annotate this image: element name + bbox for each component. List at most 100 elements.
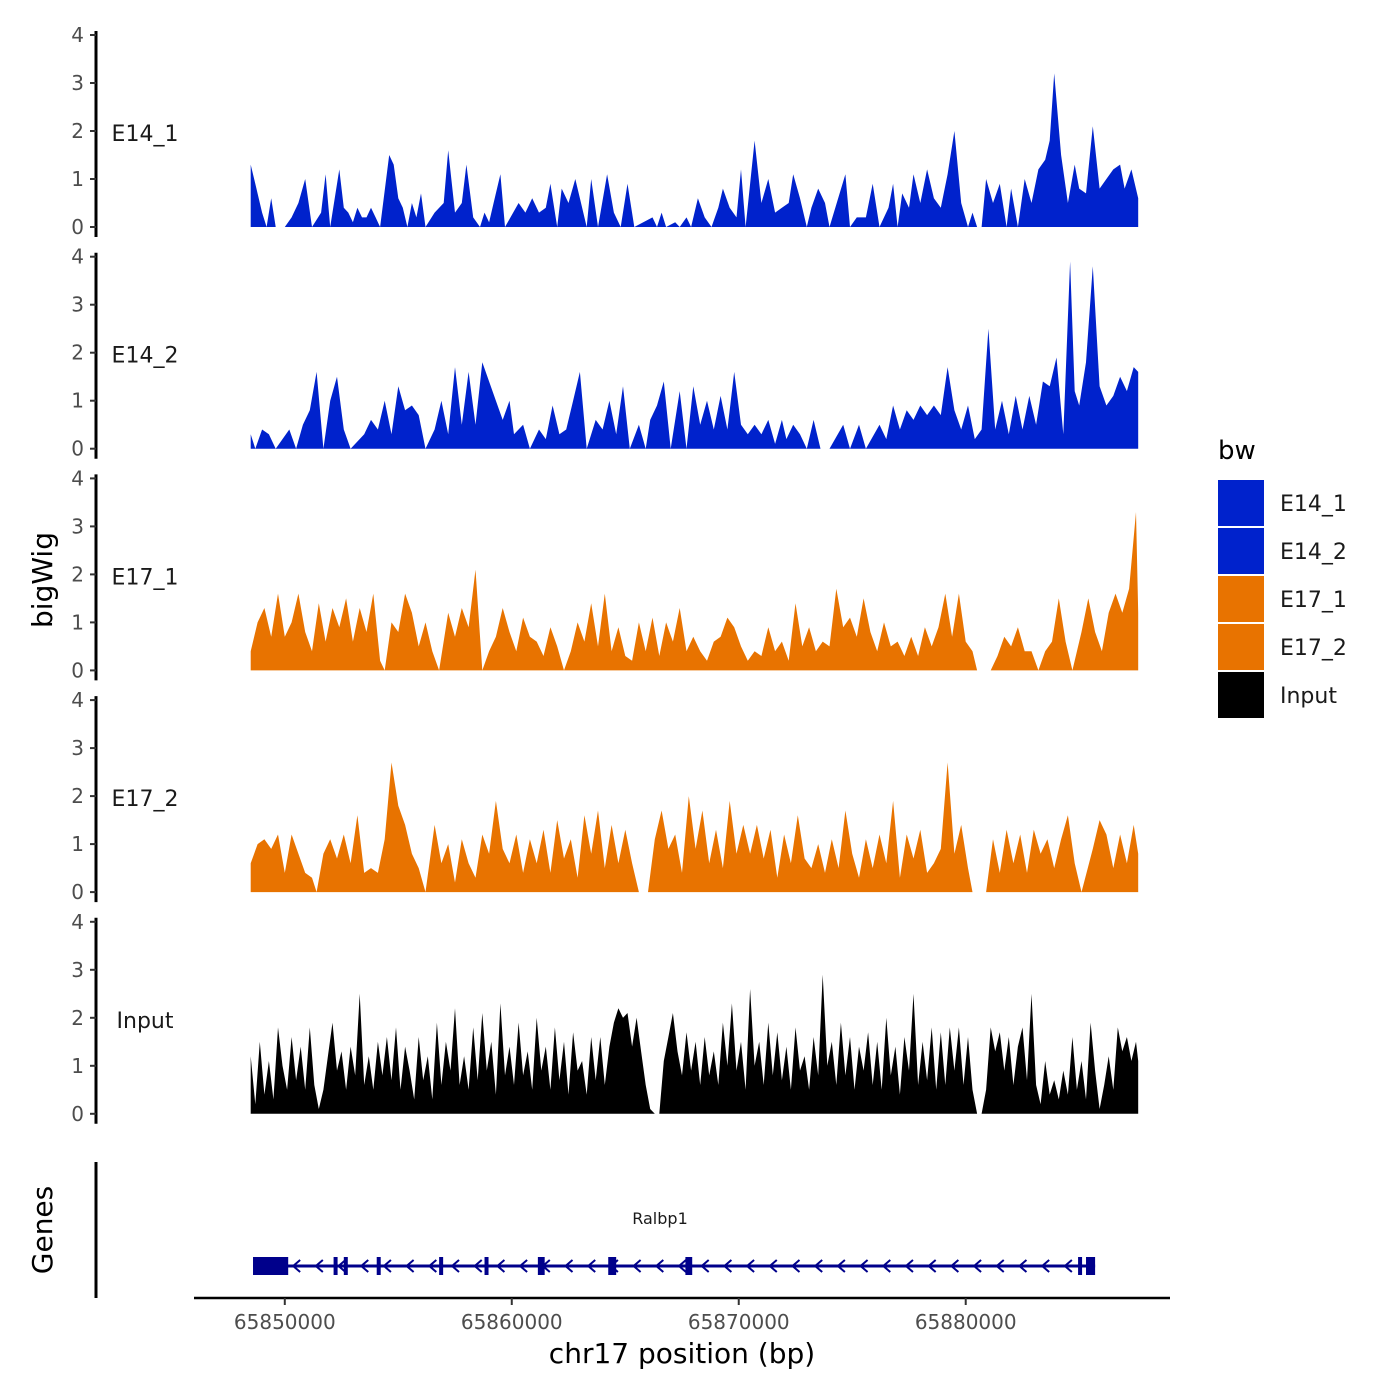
- y-tick-label: 1: [71, 610, 84, 634]
- gene-exon: [1078, 1257, 1083, 1275]
- legend-title: bw: [1218, 436, 1256, 466]
- strand-arrow: [1063, 1259, 1073, 1273]
- gene-exon: [608, 1257, 617, 1275]
- y-tick-label: 4: [71, 688, 84, 712]
- strand-arrow: [745, 1259, 755, 1273]
- coverage-area-input: [250, 974, 1139, 1114]
- x-tick-label: 65860000: [461, 1310, 563, 1334]
- y-tick-label: 4: [71, 245, 84, 269]
- gene-exon: [484, 1257, 489, 1275]
- strand-arrow: [813, 1259, 823, 1273]
- x-tick-label: 65880000: [915, 1310, 1017, 1334]
- strand-arrow: [654, 1259, 664, 1273]
- strand-arrow: [586, 1259, 596, 1273]
- y-tick-label: 1: [71, 167, 84, 191]
- x-axis: 65850000 65860000 65870000 65880000: [194, 1296, 1170, 1334]
- legend-label: E14_1: [1280, 492, 1347, 517]
- gene-exon: [439, 1257, 444, 1275]
- gene-name-label: Ralbp1: [632, 1209, 688, 1228]
- track-input: 0 1 2 3 4 Input: [71, 910, 1139, 1126]
- strand-arrow: [405, 1259, 415, 1273]
- legend-swatch: [1218, 576, 1264, 622]
- gene-track: Genes Ralbp1: [26, 1162, 1096, 1298]
- strand-arrow: [473, 1259, 483, 1273]
- track-label: E17_1: [112, 565, 179, 590]
- gene-exon: [537, 1257, 545, 1275]
- strand-arrow: [677, 1259, 687, 1273]
- gene-exon: [333, 1257, 338, 1275]
- gene-exon: [1086, 1257, 1096, 1275]
- track-e14-1: 0 1 2 3 4 E14_1: [71, 23, 1139, 239]
- strand-arrow: [427, 1259, 437, 1273]
- y-tick-label: 4: [71, 23, 84, 47]
- strand-arrow: [972, 1259, 982, 1273]
- track-panels: 0 1 2 3 4 E14_1 0 1 2 3 4 E14_2 0 1 2 3 4 E17_1 0 1 2 3 4 E17_2…: [71, 23, 1139, 1126]
- track-e17-2: 0 1 2 3 4 E17_2: [71, 688, 1139, 904]
- strand-arrow: [563, 1259, 574, 1273]
- y-tick-label: 0: [71, 437, 84, 461]
- legend-swatch: [1218, 624, 1264, 670]
- x-tick-label: 65870000: [688, 1310, 790, 1334]
- y-tick-label: 2: [71, 784, 84, 808]
- y-tick-label: 3: [71, 293, 84, 317]
- coverage-area-e17-1: [250, 512, 1139, 671]
- strand-arrow: [859, 1259, 869, 1273]
- strand-arrow: [495, 1259, 506, 1273]
- strand-arrow: [949, 1259, 960, 1273]
- strand-arrow: [1040, 1259, 1050, 1273]
- strand-arrow: [1017, 1259, 1028, 1273]
- strand-arrow: [836, 1259, 846, 1273]
- y-tick-label: 2: [71, 119, 84, 143]
- coverage-area-e14-2: [250, 261, 1139, 449]
- gene-exon: [253, 1257, 289, 1275]
- strand-arrow: [450, 1259, 460, 1273]
- legend: bw E14_1 E14_2 E17_1 E17_2 Input: [1218, 436, 1347, 718]
- y-tick-label: 4: [71, 466, 84, 490]
- legend-label: Input: [1280, 684, 1337, 709]
- y-axis-title: bigWig: [26, 532, 59, 628]
- gene-exon: [685, 1257, 693, 1275]
- coverage-area-e17-2: [250, 762, 1139, 893]
- strand-arrow: [881, 1259, 891, 1273]
- coverage-area-e14-1: [250, 73, 1139, 228]
- track-label: E14_2: [112, 344, 179, 369]
- track-e17-1: 0 1 2 3 4 E17_1: [71, 466, 1139, 682]
- y-tick-label: 4: [71, 910, 84, 934]
- y-tick-label: 2: [71, 562, 84, 586]
- y-tick-label: 0: [71, 880, 84, 904]
- gene-exon: [376, 1257, 381, 1275]
- y-tick-label: 1: [71, 832, 84, 856]
- strand-arrow: [768, 1259, 778, 1273]
- gene-track-title: Genes: [26, 1186, 59, 1274]
- track-e14-2: 0 1 2 3 4 E14_2: [71, 245, 1139, 461]
- legend-swatch: [1218, 480, 1264, 526]
- strand-arrow: [314, 1259, 324, 1273]
- y-tick-label: 1: [71, 1054, 84, 1078]
- strand-arrow: [359, 1259, 369, 1273]
- y-tick-label: 3: [71, 958, 84, 982]
- y-tick-label: 0: [71, 658, 84, 682]
- strand-arrow: [382, 1259, 392, 1273]
- strand-arrow: [632, 1259, 642, 1273]
- strand-arrow: [904, 1259, 914, 1273]
- y-tick-label: 2: [71, 341, 84, 365]
- strand-arrow: [995, 1259, 1005, 1273]
- strand-arrow: [790, 1259, 801, 1273]
- strand-arrow: [518, 1259, 528, 1273]
- legend-label: E17_1: [1280, 588, 1347, 613]
- y-tick-label: 3: [71, 514, 84, 538]
- track-label: Input: [117, 1009, 174, 1034]
- y-tick-label: 1: [71, 389, 84, 413]
- legend-swatch: [1218, 528, 1264, 574]
- strand-arrow: [722, 1259, 733, 1273]
- legend-label: E17_2: [1280, 636, 1347, 661]
- y-tick-label: 2: [71, 1006, 84, 1030]
- legend-label: E14_2: [1280, 540, 1347, 565]
- strand-arrow: [927, 1259, 937, 1273]
- y-tick-label: 3: [71, 736, 84, 760]
- y-tick-label: 0: [71, 1102, 84, 1126]
- y-tick-label: 0: [71, 215, 84, 239]
- strand-arrow: [291, 1259, 301, 1273]
- gene-exon: [343, 1257, 348, 1275]
